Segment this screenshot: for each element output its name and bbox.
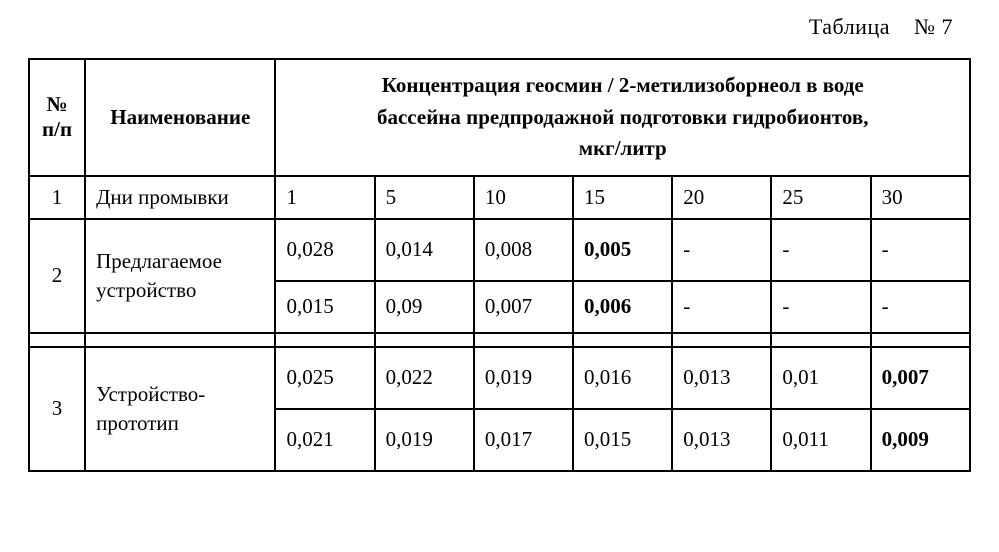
caption-number: № 7 (914, 14, 953, 39)
cell-name: Устройство-прототип (85, 347, 275, 471)
cell-value: - (871, 219, 970, 281)
header-index: № п/п (29, 59, 85, 176)
cell-value: 0,09 (375, 281, 474, 333)
cell-value: 0,016 (573, 347, 672, 409)
header-main-line1: Концентрация геосмин / 2-метилизоборнеол… (382, 73, 864, 97)
cell-value: 0,025 (275, 347, 374, 409)
gap-cell (474, 333, 573, 347)
cell-name: Дни промывки (85, 176, 275, 219)
cell-day: 5 (375, 176, 474, 219)
cell-day: 15 (573, 176, 672, 219)
cell-value: 0,019 (474, 347, 573, 409)
gap-cell (375, 333, 474, 347)
header-main-line2: бассейна предпродажной подготовки гидроб… (377, 105, 869, 129)
gap-cell (771, 333, 870, 347)
table-row: 2 Предлагаемое устройство 0,028 0,014 0,… (29, 219, 970, 281)
cell-index: 1 (29, 176, 85, 219)
cell-value: 0,01 (771, 347, 870, 409)
gap-cell (871, 333, 970, 347)
cell-value: - (672, 219, 771, 281)
cell-value: - (871, 281, 970, 333)
header-main: Концентрация геосмин / 2-метилизоборнеол… (275, 59, 970, 176)
cell-day: 20 (672, 176, 771, 219)
cell-value: 0,019 (375, 409, 474, 471)
cell-value: - (771, 219, 870, 281)
gap-cell (573, 333, 672, 347)
cell-day: 10 (474, 176, 573, 219)
cell-value: - (672, 281, 771, 333)
table-row: 1 Дни промывки 1 5 10 15 20 25 30 (29, 176, 970, 219)
cell-value: 0,007 (871, 347, 970, 409)
table-caption: Таблица № 7 (28, 14, 953, 40)
cell-value: - (771, 281, 870, 333)
gap-cell (672, 333, 771, 347)
cell-value: 0,013 (672, 347, 771, 409)
caption-prefix: Таблица (809, 14, 890, 39)
cell-value: 0,008 (474, 219, 573, 281)
cell-day: 1 (275, 176, 374, 219)
page: Таблица № 7 № п/п Наименование Концентра… (0, 0, 999, 552)
cell-day: 30 (871, 176, 970, 219)
table-gap-row (29, 333, 970, 347)
cell-index: 2 (29, 219, 85, 333)
cell-value: 0,007 (474, 281, 573, 333)
cell-index: 3 (29, 347, 85, 471)
table-header-row: № п/п Наименование Концентрация геосмин … (29, 59, 970, 176)
cell-value: 0,005 (573, 219, 672, 281)
cell-value: 0,009 (871, 409, 970, 471)
gap-cell (85, 333, 275, 347)
cell-value: 0,028 (275, 219, 374, 281)
gap-cell (275, 333, 374, 347)
cell-value: 0,014 (375, 219, 474, 281)
cell-value: 0,011 (771, 409, 870, 471)
cell-value: 0,017 (474, 409, 573, 471)
cell-day: 25 (771, 176, 870, 219)
data-table: № п/п Наименование Концентрация геосмин … (28, 58, 971, 472)
cell-value: 0,022 (375, 347, 474, 409)
cell-value: 0,021 (275, 409, 374, 471)
cell-name: Предлагаемое устройство (85, 219, 275, 333)
header-name: Наименование (85, 59, 275, 176)
cell-value: 0,015 (275, 281, 374, 333)
cell-value: 0,015 (573, 409, 672, 471)
table-row: 3 Устройство-прототип 0,025 0,022 0,019 … (29, 347, 970, 409)
header-main-line3: мкг/литр (579, 136, 667, 160)
cell-value: 0,013 (672, 409, 771, 471)
gap-cell (29, 333, 85, 347)
cell-value: 0,006 (573, 281, 672, 333)
